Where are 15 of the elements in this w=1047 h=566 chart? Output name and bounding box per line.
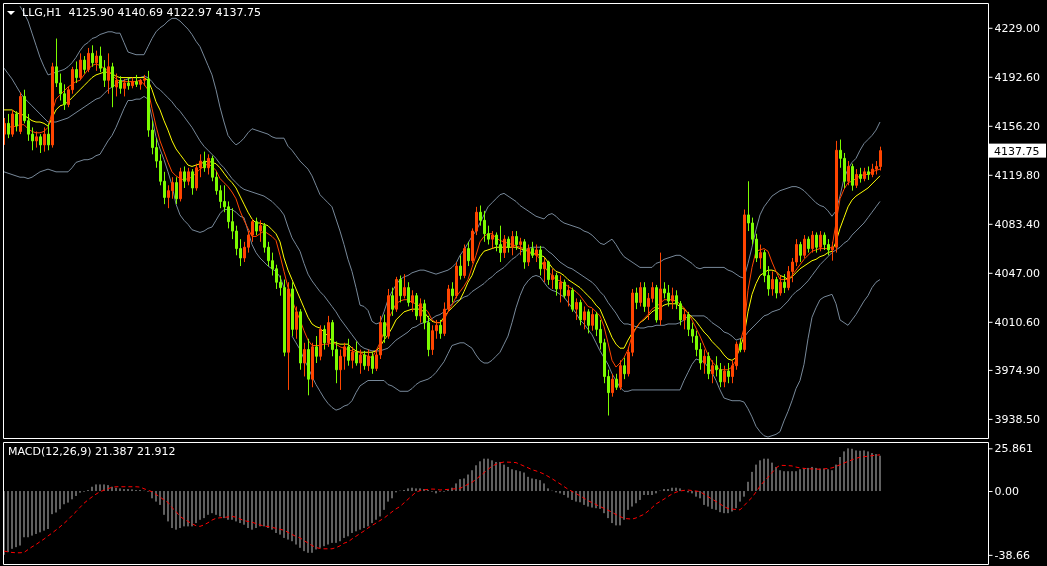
y-tick-label: 4156.20 — [994, 119, 1040, 133]
y-tick-label: 4119.80 — [994, 168, 1040, 182]
y-tick-label: 3974.90 — [994, 363, 1040, 377]
chart-title: LLG,H1 4125.90 4140.69 4122.97 4137.75 — [22, 6, 261, 19]
y-tick-label: 4192.60 — [994, 70, 1040, 84]
y-tick-label: 25.861 — [994, 442, 1033, 456]
chart-title: MACD(12,26,9) 21.387 21.912 — [8, 445, 176, 458]
y-tick-label: 0.00 — [994, 485, 1019, 499]
y-tick-label: 4083.40 — [994, 217, 1040, 231]
text: 4137.75 — [994, 144, 1040, 158]
y-tick-label: 3938.50 — [994, 412, 1040, 426]
y-tick-label: 4010.60 — [994, 315, 1040, 329]
y-tick-label: 4229.00 — [994, 21, 1040, 35]
y-tick-label: 4047.00 — [994, 266, 1040, 280]
y-tick-label: -38.66 — [994, 548, 1030, 562]
